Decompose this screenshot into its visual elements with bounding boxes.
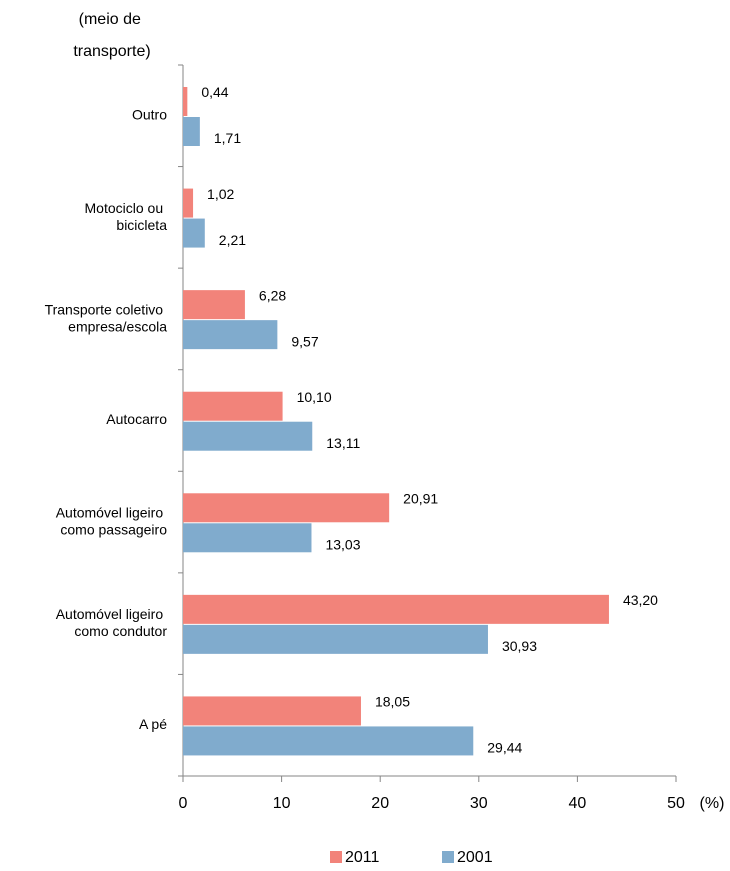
- value-label: 1,71: [214, 130, 241, 146]
- value-label: 29,44: [487, 740, 522, 756]
- value-label: 9,57: [291, 333, 318, 349]
- x-tick-label: 30: [470, 795, 488, 812]
- category-label: Automóvel ligeiro como passageiro: [56, 504, 167, 537]
- x-tick-label: 10: [273, 795, 291, 812]
- bar: [183, 594, 609, 624]
- value-label: 18,05: [375, 694, 410, 710]
- legend-swatch: [330, 851, 342, 863]
- bar: [183, 320, 278, 350]
- bar: [183, 696, 361, 726]
- category-label: Transporte coletivo empresa/escola: [45, 301, 168, 334]
- x-tick-label: 20: [371, 795, 389, 812]
- value-label: 13,11: [326, 435, 360, 451]
- bar: [183, 218, 205, 248]
- value-label: 1,02: [207, 186, 234, 202]
- x-tick-label: 0: [179, 795, 188, 812]
- bar: [183, 188, 194, 218]
- bar: [183, 523, 312, 553]
- bar: [183, 290, 245, 320]
- value-label: 20,91: [403, 490, 438, 506]
- bar: [183, 391, 283, 421]
- bar: [183, 726, 474, 756]
- bar: [183, 87, 188, 116]
- y-axis-label: (meio de transporte): [73, 11, 150, 60]
- legend-label: 2001: [457, 849, 493, 866]
- category-label: Motociclo ou bicicleta: [85, 200, 168, 233]
- value-label: 6,28: [259, 287, 286, 303]
- category-label: Autocarro: [106, 411, 167, 427]
- x-tick-label: 40: [569, 795, 587, 812]
- value-label: 2,21: [219, 232, 246, 248]
- category-label: Outro: [132, 106, 167, 122]
- x-tick-label: 50: [667, 795, 685, 812]
- value-label: 30,93: [502, 638, 537, 654]
- bar: [183, 493, 390, 523]
- category-label: Automóvel ligeiro como condutor: [56, 606, 168, 639]
- bar: [183, 421, 313, 451]
- value-label: 0,44: [201, 84, 228, 100]
- bar: [183, 117, 200, 146]
- value-label: 13,03: [325, 536, 360, 552]
- x-axis-label: (%): [700, 795, 725, 812]
- bar: [183, 624, 488, 654]
- legend-swatch: [442, 851, 454, 863]
- value-label: 10,10: [297, 389, 332, 405]
- value-label: 43,20: [623, 592, 658, 608]
- category-label: A pé: [139, 716, 167, 732]
- legend-label: 2011: [345, 849, 380, 866]
